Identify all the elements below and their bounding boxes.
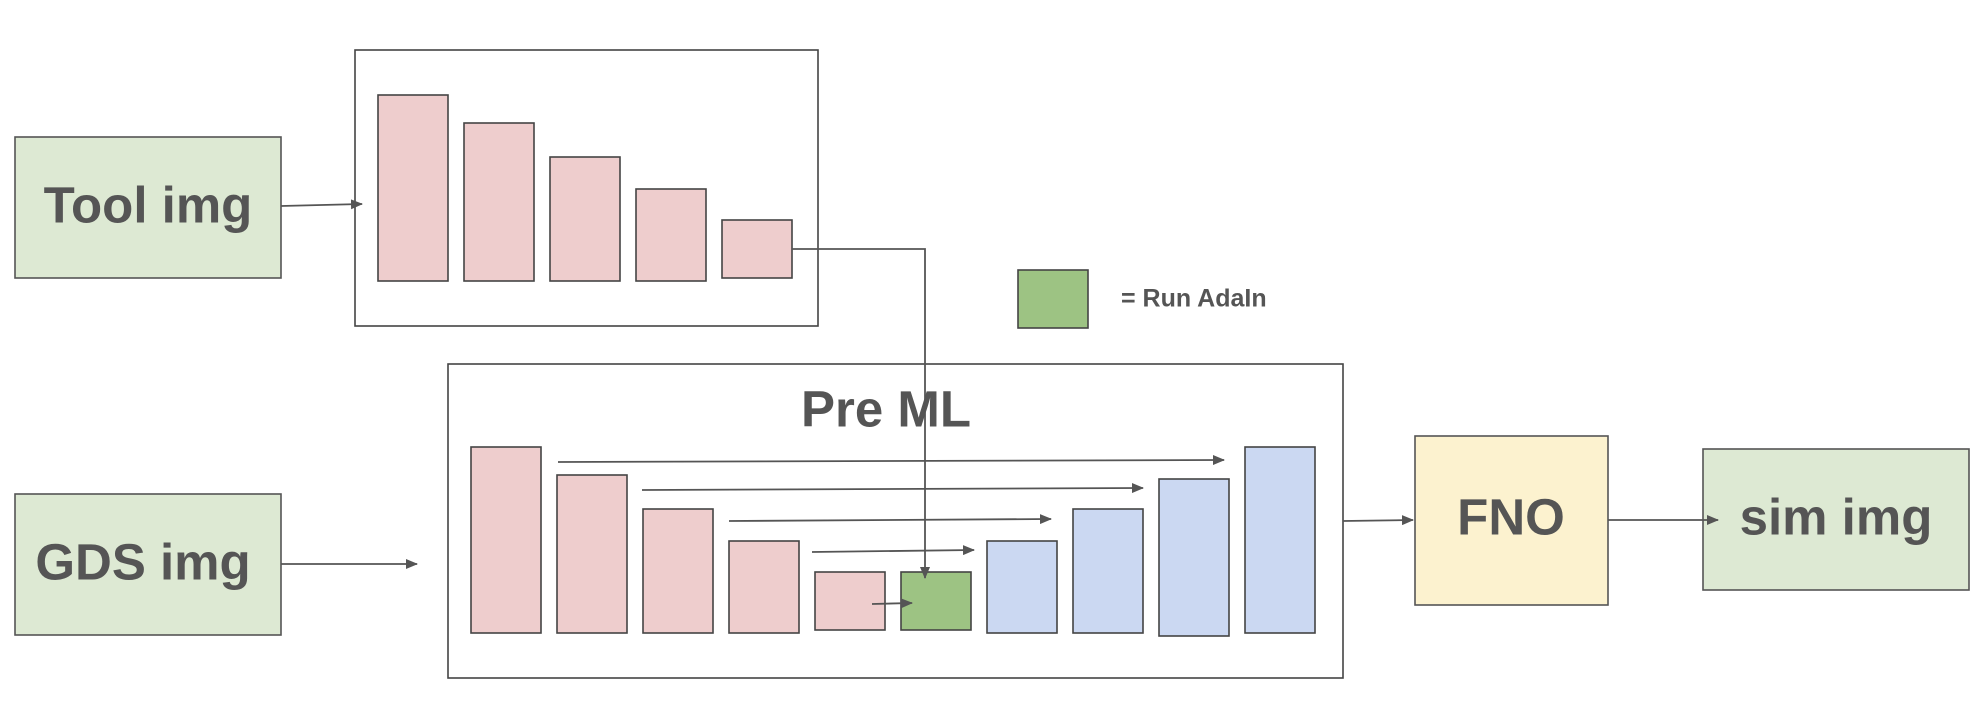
fno-label: FNO [1457,488,1565,545]
legend-swatch [1017,269,1089,329]
tool-encoder-layer-4 [635,188,707,282]
encoder-layer-2 [556,474,628,634]
skip-connection-3 [728,514,1052,525]
decoder-layer-2 [1072,508,1144,634]
pre-ml-to-fno-arrow [1342,515,1414,526]
decoder-layer-1 [986,540,1058,634]
bottleneck-to-adain-arrow [871,598,913,609]
encoder-layer-4 [728,540,800,634]
tool-encoder-layer-1 [377,94,449,282]
fno-node: FNO [1414,435,1609,606]
encoder-layer-5 [814,571,886,631]
tool-encoder-layer-3 [549,156,621,282]
decoder-layer-3 [1158,478,1230,637]
legend-label: = Run AdaIn [1121,285,1267,313]
tool-img-node: Tool img [14,136,282,279]
skip-connection-4 [811,545,975,556]
tool-encoder-layer-2 [463,122,535,282]
skip-connection-2 [641,483,1144,494]
legend: = Run AdaIn [1017,269,1267,329]
encoder-layer-1 [470,446,542,634]
sim-img-node: sim img [1702,448,1970,591]
decoder-layer-4 [1244,446,1316,634]
tool-encoder [354,49,819,327]
adain-layer [900,571,972,631]
gds-img-label: GDS img [35,533,250,590]
gds-img-node: GDS img [14,493,282,636]
tool-style-arrow [792,248,930,579]
pre-ml-title: Pre ML [801,380,971,437]
pre-ml-block: Pre ML [447,363,1344,679]
encoder-layer-3 [642,508,714,634]
sim-img-label: sim img [1740,488,1933,545]
tool-img-label: Tool img [44,176,253,233]
tool-encoder-layer-5 [721,219,793,279]
skip-connection-1 [557,455,1225,466]
tool-img-arrow [280,199,363,210]
